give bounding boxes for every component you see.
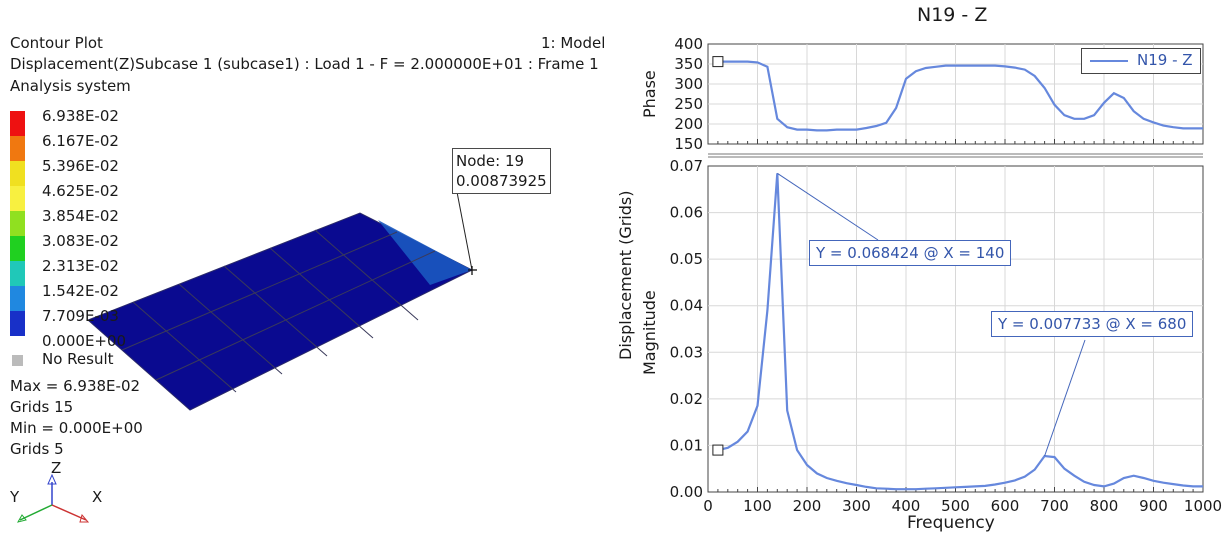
triad-y-label: Y xyxy=(10,488,20,506)
x-axis-label: Frequency xyxy=(907,513,995,533)
no-result-swatch xyxy=(12,355,23,366)
magnitude-axis-label-line2: Magnitude xyxy=(640,290,659,375)
y-tick-label: 0.00 xyxy=(670,483,703,501)
y-tick-label: 250 xyxy=(674,95,703,113)
legend-swatch xyxy=(10,311,25,336)
node-value-callout[interactable]: Node: 19 0.00873925 xyxy=(452,148,551,194)
legend-swatch xyxy=(10,186,25,211)
legend-swatch xyxy=(10,286,25,311)
triad-z-label: Z xyxy=(51,459,62,477)
legend-value: 1.542E-02 xyxy=(42,282,119,300)
peak-callout-1[interactable]: Y = 0.068424 @ X = 140 xyxy=(809,240,1012,266)
node-id-label: Node: 19 xyxy=(456,152,525,170)
x-tick-label: 800 xyxy=(1090,497,1119,515)
legend-value: 7.709E-03 xyxy=(42,307,119,325)
mesh-lines xyxy=(121,229,436,393)
legend-value: 3.083E-02 xyxy=(42,232,119,250)
x-tick-label: 300 xyxy=(842,497,871,515)
legend-value: 0.000E+00 xyxy=(42,332,127,350)
peak-callout-2[interactable]: Y = 0.007733 @ X = 680 xyxy=(991,311,1194,337)
y-tick-label: 0.04 xyxy=(670,297,703,315)
legend-entry: 7.709E-03 xyxy=(10,307,160,336)
legend-entry: 1.542E-02 xyxy=(10,282,160,311)
legend-swatch xyxy=(10,161,25,186)
legend-swatch xyxy=(10,261,25,286)
legend-no-result: No Result xyxy=(10,350,160,375)
y-tick-label: 300 xyxy=(674,75,703,93)
contour-viewport[interactable]: Contour Plot Displacement(Z)Subcase 1 (s… xyxy=(0,0,620,544)
legend-swatch xyxy=(10,211,25,236)
phase-axis-label: Phase xyxy=(640,70,659,118)
legend-value: 6.938E-02 xyxy=(42,107,119,125)
y-tick-label: 0.06 xyxy=(670,204,703,222)
plate-high-region xyxy=(378,220,472,285)
no-result-label: No Result xyxy=(42,350,114,368)
plot-title: N19 - Z xyxy=(917,4,988,26)
legend-entry: 4.625E-02 xyxy=(10,182,160,211)
series-line xyxy=(717,173,1203,491)
node-displacement-value: 0.00873925 xyxy=(456,172,547,190)
xy-plot-window[interactable]: 400 350 300 250 200 150 0.07 0.06 0.05 0.04 0.03 0.… xyxy=(616,0,1232,544)
system-label: Analysis system xyxy=(10,77,131,95)
x-tick-label: 400 xyxy=(892,497,921,515)
x-tick-label: 900 xyxy=(1139,497,1168,515)
y-tick-label: 0.03 xyxy=(670,343,703,361)
legend-value: 5.396E-02 xyxy=(42,157,119,175)
y-tick-label: 150 xyxy=(674,135,703,153)
legend-swatch xyxy=(10,111,25,136)
peak-callout-1-leader xyxy=(777,172,879,241)
min-value: Min = 0.000E+00 xyxy=(10,419,143,437)
x-tick-label: 700 xyxy=(1040,497,1069,515)
y-tick-label: 0.05 xyxy=(670,250,703,268)
x-tick-label: 100 xyxy=(743,497,772,515)
node-marker[interactable] xyxy=(468,266,477,275)
legend-entry: 5.396E-02 xyxy=(10,157,160,186)
legend-entry: 2.313E-02 xyxy=(10,257,160,286)
series-start-marker xyxy=(712,56,724,68)
y-tick-label: 0.02 xyxy=(670,390,703,408)
y-tick-label: 200 xyxy=(674,115,703,133)
result-description: Displacement(Z)Subcase 1 (subcase1) : Lo… xyxy=(10,55,599,73)
x-tick-label: 0 xyxy=(703,497,713,515)
y-tick-label: 350 xyxy=(674,55,703,73)
y-tick-label: 400 xyxy=(674,35,703,53)
peak-callout-2-leader xyxy=(1044,339,1086,457)
xy-plot-canvas[interactable]: 400 350 300 250 200 150 0.07 0.06 0.05 0.04 0.03 0.… xyxy=(620,0,1232,544)
curve-legend[interactable]: N19 - Z xyxy=(1081,48,1201,74)
node-callout-leader xyxy=(456,191,473,271)
legend-entry: 3.083E-02 xyxy=(10,232,160,261)
x-tick-label: 1000 xyxy=(1184,497,1222,515)
legend-swatch xyxy=(10,136,25,161)
legend-value: 3.854E-02 xyxy=(42,207,119,225)
max-grids: Grids 15 xyxy=(10,398,74,416)
min-grids: Grids 5 xyxy=(10,440,64,458)
legend-value: 6.167E-02 xyxy=(42,132,119,150)
model-label: 1: Model xyxy=(541,34,606,52)
legend-value: 4.625E-02 xyxy=(42,182,119,200)
y-tick-label: 0.07 xyxy=(670,157,703,175)
plot-type-label: Contour Plot xyxy=(10,34,103,52)
x-tick-label: 500 xyxy=(941,497,970,515)
legend-swatch xyxy=(10,236,25,261)
magnitude-axis-label-line1: Displacement (Grids) xyxy=(616,190,635,360)
legend-line-swatch xyxy=(1090,60,1128,62)
x-tick-label: 200 xyxy=(793,497,822,515)
legend-entry: 3.854E-02 xyxy=(10,207,160,236)
x-tick-label: 600 xyxy=(991,497,1020,515)
model-view[interactable] xyxy=(0,0,620,544)
legend-entry: 6.938E-02 xyxy=(10,107,160,136)
series-start-marker xyxy=(712,444,724,456)
y-tick-label: 0.01 xyxy=(670,436,703,454)
legend-entry: 0.000E+00 xyxy=(10,332,160,350)
legend-curve-name: N19 - Z xyxy=(1137,51,1193,69)
legend-entry: 6.167E-02 xyxy=(10,132,160,161)
max-value: Max = 6.938E-02 xyxy=(10,377,141,395)
legend-value: 2.313E-02 xyxy=(42,257,119,275)
series-line xyxy=(717,60,1203,132)
triad-x-label: X xyxy=(92,488,103,506)
